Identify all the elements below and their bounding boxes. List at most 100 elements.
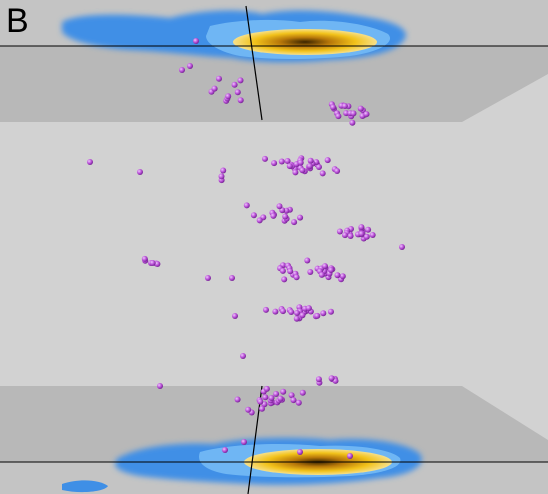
particle [277,395,284,402]
particle [288,392,295,399]
particle [211,85,218,92]
particle [293,274,300,281]
particle [363,111,370,118]
particle [350,110,357,117]
particle [263,306,269,313]
particle [256,217,263,224]
particle [334,272,341,279]
particle [316,164,322,170]
particle [320,310,327,317]
particle [347,453,353,459]
particle [358,230,365,237]
particle [270,212,277,219]
particle [336,228,343,235]
particle [330,104,337,111]
particle [299,167,306,174]
particle [280,308,286,315]
upper-density-cloud [62,10,407,63]
particle [268,395,275,401]
particle [335,113,342,120]
particle [205,275,211,281]
particle [306,163,313,170]
particle [282,213,289,220]
particle [349,119,356,126]
particle [141,255,148,262]
particle [149,260,156,266]
particle [154,261,161,267]
particle [220,167,227,174]
particle [342,232,348,239]
particle [295,399,302,406]
particle [272,308,279,315]
particle [218,173,225,180]
panel-label: B [6,2,29,40]
particle [241,439,247,445]
particle [243,202,250,209]
particle [87,159,93,165]
particle [216,75,222,82]
particle [369,232,376,238]
particle [293,315,300,322]
particle [294,310,300,316]
particle [271,160,278,167]
particle [357,105,364,112]
particle [315,376,322,383]
particle [307,157,314,164]
particle [232,313,238,319]
particle [240,353,246,359]
particle [305,305,312,312]
particle [328,375,335,382]
particle [276,203,283,210]
particle [225,93,232,100]
particle [314,312,321,319]
particle [245,406,252,413]
particle [259,405,265,412]
particle [193,38,199,44]
particle [341,103,348,109]
particle [297,159,304,166]
particle [334,168,341,174]
particle [299,389,306,396]
particle [273,391,280,397]
particle [319,170,326,177]
particle [284,158,291,164]
particle [257,398,264,405]
particle [328,308,334,315]
upper-axis-line [245,5,263,121]
particle [365,226,372,233]
particle [290,397,297,404]
particle [281,276,288,283]
particle [222,447,228,453]
particle [322,263,328,270]
particle [157,383,163,389]
particle [347,233,354,239]
particle [307,269,314,275]
particle [250,212,257,219]
particle [318,271,325,278]
particle [304,257,311,264]
particle [137,169,143,175]
particle [288,309,295,315]
particle [363,233,370,240]
particle [237,77,244,84]
particle [262,155,268,162]
particle [234,89,241,96]
particle [399,244,405,250]
particle [287,268,294,275]
particle [179,67,185,73]
particle [237,97,244,104]
particle [280,388,287,395]
particle [324,157,331,164]
particle [297,449,303,455]
particle [291,219,298,226]
particle [339,273,346,280]
particle [234,396,241,403]
particle [263,385,270,392]
particle [358,224,365,231]
particle [297,214,304,221]
particle [278,158,285,165]
particle [231,81,238,88]
particle [299,312,306,319]
